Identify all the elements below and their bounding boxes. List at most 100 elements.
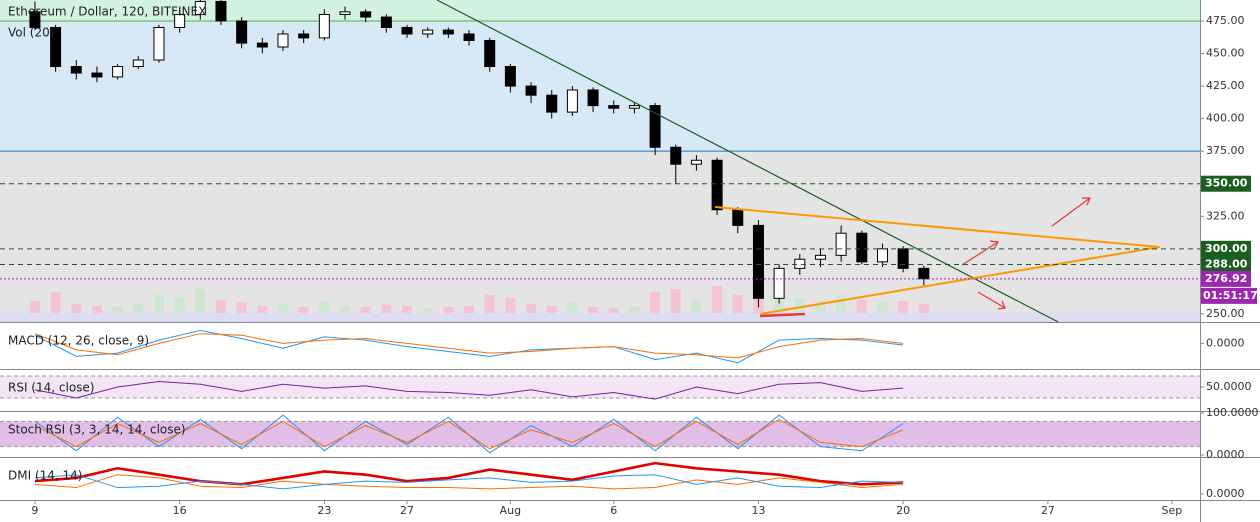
y-tick-label: 100.0000 [1206, 406, 1259, 419]
pane-title: Stoch RSI (3, 3, 14, 14, close) [8, 423, 186, 437]
volume-bar [133, 304, 144, 313]
candle-body [794, 258, 806, 269]
arrow [977, 291, 1006, 310]
volume-bar [29, 301, 40, 313]
candle-body [50, 26, 62, 68]
volume-bar [381, 304, 392, 313]
candle-body [628, 105, 640, 109]
pane-title: RSI (14, close) [8, 381, 94, 395]
y-tick-label: 375.00 [1206, 144, 1245, 157]
volume-bar [815, 301, 826, 313]
candle-body [649, 105, 661, 148]
pane-title: DMI (14, 14) [8, 469, 82, 483]
volume-bar [360, 307, 371, 313]
volume-bar [918, 304, 929, 313]
candle-body [442, 29, 454, 35]
arrow [961, 240, 999, 266]
volume-bar [236, 302, 247, 313]
zone-gray [0, 151, 1200, 313]
candle-body [91, 72, 103, 78]
y-tick-label: 400.00 [1206, 112, 1245, 125]
volume-bar [567, 302, 578, 313]
volume-bar [546, 305, 557, 313]
band-fill [0, 421, 1200, 447]
candle-body [608, 105, 620, 109]
candle-body [298, 33, 310, 39]
level-box [1201, 256, 1251, 273]
volume-bar [112, 307, 123, 313]
volume-bar [174, 298, 185, 313]
level-box [1201, 175, 1251, 192]
volume-bar [298, 307, 309, 313]
level-label: 350.00 [1205, 177, 1248, 190]
y-tick-label: 325.00 [1206, 209, 1245, 222]
x-tick-label: 13 [751, 504, 765, 517]
volume-bar [691, 301, 702, 313]
candle-body [422, 29, 434, 35]
indicator-line [34, 461, 904, 486]
volume-bar [50, 292, 61, 313]
level-label: 276.92 [1205, 272, 1247, 285]
candle-body [112, 66, 124, 78]
x-tick-label: 9 [31, 504, 38, 517]
volume-bar [732, 295, 743, 313]
trend-line [436, 0, 1059, 323]
y-tick-label: 0.0000 [1206, 336, 1245, 349]
candle-body [525, 85, 537, 96]
candle-body [814, 254, 826, 260]
x-tick-label: Sep [1162, 504, 1183, 517]
candle-body [29, 11, 41, 28]
x-tick-label: 27 [400, 504, 414, 517]
volume-bar [794, 298, 805, 313]
volume-bar [526, 304, 537, 313]
volume-bar [670, 289, 681, 313]
countdown-box [1201, 287, 1257, 304]
volume-bar [712, 286, 723, 313]
candle-body [318, 13, 330, 39]
x-tick-label: 27 [1041, 504, 1055, 517]
volume-bar [257, 305, 268, 313]
volume-bar [153, 295, 164, 313]
level-box [1201, 270, 1251, 287]
arrow [1051, 197, 1091, 227]
candle-body [215, 0, 227, 22]
x-tick-label: 16 [173, 504, 187, 517]
y-tick-label: 250.00 [1206, 307, 1245, 320]
annotation-arrows [759, 197, 1091, 318]
volume-title: Vol (20) [8, 26, 54, 40]
band-fill [0, 375, 1200, 399]
x-tick-label: 23 [317, 504, 331, 517]
x-tick-label: Aug [500, 504, 521, 517]
indicator-line [34, 380, 904, 400]
indicator-line [34, 333, 904, 359]
candle-body [132, 59, 144, 68]
candle-body [546, 94, 558, 113]
volume-bar [71, 304, 82, 313]
y-tick-label: 0.0000 [1206, 448, 1245, 461]
level-box [1201, 240, 1251, 257]
trend-line [714, 206, 1160, 315]
volume-bar [464, 305, 475, 313]
zone-lavender [0, 313, 1200, 322]
candle-body [401, 26, 413, 35]
candle-body [380, 16, 392, 28]
candle-body [773, 267, 785, 299]
volume-bar [877, 302, 888, 313]
y-tick-label: 425.00 [1206, 79, 1245, 92]
candle-body [484, 39, 496, 68]
volume-bar [505, 298, 516, 313]
candle-body [752, 224, 764, 299]
candle-body [463, 33, 475, 41]
candle-body [360, 11, 372, 18]
candle-body [277, 33, 289, 48]
volume-bar [319, 301, 330, 313]
candle-body [876, 248, 888, 263]
volume-bar [898, 301, 909, 313]
countdown-label: 01:51:17 [1203, 289, 1258, 302]
candle-body [732, 209, 744, 226]
candle-body [587, 89, 599, 107]
pane-title: MACD (12, 26, close, 9) [8, 334, 149, 348]
candle-body [690, 159, 702, 165]
y-tick-label: 475.00 [1206, 14, 1245, 27]
